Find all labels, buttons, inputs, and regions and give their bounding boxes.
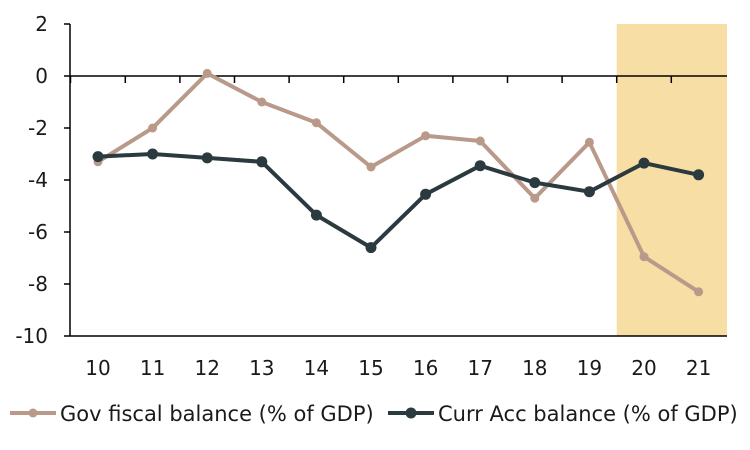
y-tick-label: -4 (28, 168, 48, 192)
legend-label: Curr Acc balance (% of GDP) (438, 402, 738, 426)
data-point (310, 209, 322, 221)
legend-swatch-marker (405, 407, 417, 419)
x-tick-label: 17 (467, 356, 492, 380)
x-tick-label: 19 (577, 356, 602, 380)
x-tick-label: 18 (522, 356, 547, 380)
series-line (96, 71, 700, 294)
data-point (584, 137, 594, 147)
x-tick-label: 13 (249, 356, 274, 380)
data-point (530, 193, 540, 203)
data-point (311, 118, 321, 128)
y-tick-label: -8 (28, 272, 48, 296)
data-point (694, 287, 704, 297)
data-point (420, 188, 432, 200)
data-point (365, 242, 377, 254)
legend-entry-2: Curr Acc balance (% of GDP) (388, 402, 738, 426)
data-point (693, 169, 705, 181)
x-tick-label: 20 (631, 356, 656, 380)
x-tick-label: 11 (140, 356, 165, 380)
y-tick-label: -6 (28, 220, 48, 244)
series-2 (92, 148, 705, 254)
data-point (421, 131, 431, 141)
y-tick-label: -2 (28, 116, 48, 140)
highlight-band (616, 24, 727, 336)
y-tick-label: 2 (35, 12, 48, 36)
series-1 (93, 68, 704, 297)
legend: Gov fiscal balance (% of GDP) Curr Acc ba… (10, 402, 738, 426)
data-point (639, 252, 649, 262)
data-point (638, 157, 650, 169)
series-lines (92, 68, 705, 297)
data-point (202, 68, 212, 78)
data-point (147, 148, 159, 160)
x-tick-label: 21 (686, 356, 711, 380)
legend-entry-1: Gov fiscal balance (% of GDP) (10, 402, 374, 426)
data-point (366, 162, 376, 172)
x-tick-label: 12 (194, 356, 219, 380)
data-point (583, 186, 595, 198)
data-point (201, 152, 213, 164)
legend-label: Gov fiscal balance (% of GDP) (60, 402, 374, 426)
x-tick-label: 16 (413, 356, 438, 380)
data-point (529, 177, 541, 189)
forecast-highlight-region (616, 24, 727, 336)
x-tick-label: 15 (358, 356, 383, 380)
data-point (92, 151, 104, 163)
y-tick-label: -10 (15, 324, 48, 348)
series-line (97, 152, 700, 250)
data-point (148, 123, 158, 133)
data-point (257, 97, 267, 107)
x-tick-label: 10 (85, 356, 110, 380)
data-point (474, 160, 486, 172)
data-point (475, 136, 485, 146)
legend-swatch-marker (28, 408, 38, 418)
y-tick-label: 0 (35, 64, 48, 88)
x-tick-label: 14 (304, 356, 329, 380)
data-point (256, 156, 268, 168)
